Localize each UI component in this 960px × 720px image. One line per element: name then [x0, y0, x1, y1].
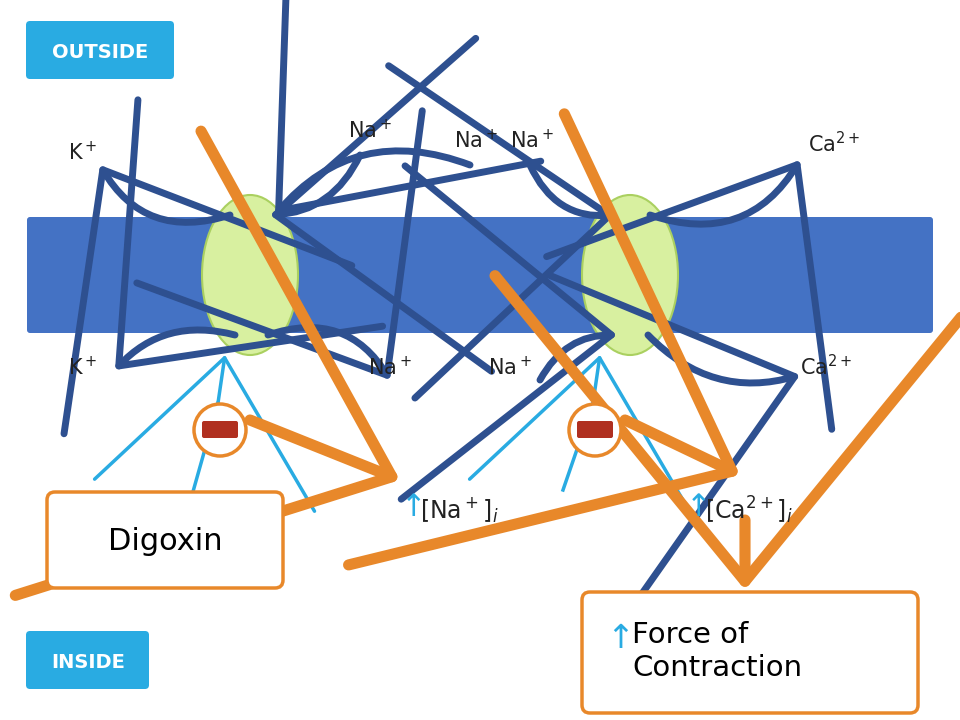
FancyBboxPatch shape — [47, 492, 283, 588]
Text: Na$^+$: Na$^+$ — [488, 356, 532, 379]
FancyBboxPatch shape — [27, 217, 933, 333]
FancyBboxPatch shape — [577, 421, 613, 438]
FancyBboxPatch shape — [202, 421, 238, 438]
Text: Contraction: Contraction — [632, 654, 803, 682]
Text: Na$^+$: Na$^+$ — [368, 356, 412, 379]
Ellipse shape — [582, 195, 678, 355]
Text: Ca$^{2+}$: Ca$^{2+}$ — [808, 131, 860, 156]
Text: $\uparrow$: $\uparrow$ — [680, 493, 708, 523]
Text: Na$^+$: Na$^+$ — [510, 129, 554, 152]
Text: Ca$^{2+}$: Ca$^{2+}$ — [800, 354, 852, 379]
Text: Na$^+$: Na$^+$ — [454, 129, 498, 152]
FancyBboxPatch shape — [582, 592, 918, 713]
Text: Digoxin: Digoxin — [108, 528, 223, 557]
Ellipse shape — [202, 195, 298, 355]
FancyBboxPatch shape — [26, 21, 174, 79]
FancyBboxPatch shape — [26, 631, 149, 689]
Circle shape — [569, 404, 621, 456]
Text: Force of: Force of — [632, 621, 748, 649]
Text: [Na$^+$]$_i$: [Na$^+$]$_i$ — [420, 495, 498, 525]
Text: $\uparrow$: $\uparrow$ — [600, 621, 630, 654]
Circle shape — [194, 404, 246, 456]
Text: K$^+$: K$^+$ — [68, 140, 97, 164]
Text: $\uparrow$: $\uparrow$ — [395, 493, 422, 523]
Text: K$^+$: K$^+$ — [68, 356, 97, 379]
Text: INSIDE: INSIDE — [51, 652, 125, 672]
Text: [Ca$^{2+}$]$_i$: [Ca$^{2+}$]$_i$ — [705, 495, 793, 526]
Text: Na$^+$: Na$^+$ — [348, 119, 392, 142]
Text: OUTSIDE: OUTSIDE — [52, 42, 148, 61]
